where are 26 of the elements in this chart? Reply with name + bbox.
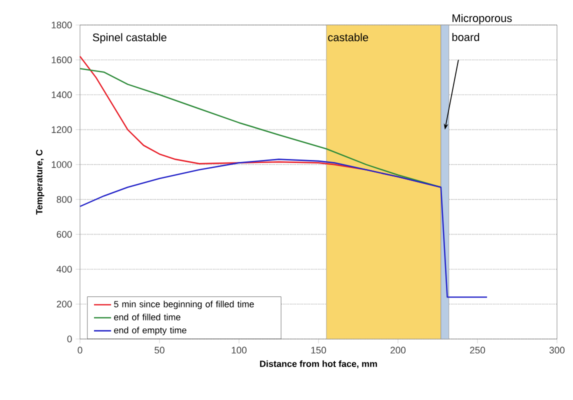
band-label: Microporous board [452, 14, 512, 42]
y-tick-label: 1200 [52, 126, 72, 134]
y-tick-label: 1800 [52, 22, 72, 28]
x-tick-label: 200 [390, 346, 406, 354]
legend-label: end of empty time [114, 326, 186, 336]
line-series [79, 158, 488, 298]
y-tick-label: 600 [56, 230, 72, 238]
y-tick-label: 1600 [52, 56, 72, 64]
y-tick-label: 800 [56, 196, 72, 203]
x-tick-label: 0 [78, 346, 82, 354]
legend-label: end of filled time [114, 314, 180, 320]
y-tick-label: 0 [67, 336, 72, 342]
annotation: Spinel castable [92, 33, 166, 44]
band-label: castable [328, 33, 368, 42]
x-tick-label: 150 [311, 346, 326, 354]
x-tick-label: 50 [154, 346, 164, 354]
y-axis-title: Temperature, C [36, 150, 44, 215]
y-tick-label: 200 [56, 300, 72, 308]
x-tick-label: 250 [470, 346, 486, 354]
y-tick-label: 400 [56, 266, 72, 273]
x-tick-label: 300 [549, 346, 565, 354]
x-axis-title: Distance from hot face, mm [260, 360, 377, 368]
x-tick-label: 100 [232, 346, 247, 354]
y-tick-label: 1400 [52, 91, 72, 98]
legend-label: 5 min since beginning of filled time [114, 300, 254, 310]
y-tick-label: 1000 [52, 161, 72, 168]
